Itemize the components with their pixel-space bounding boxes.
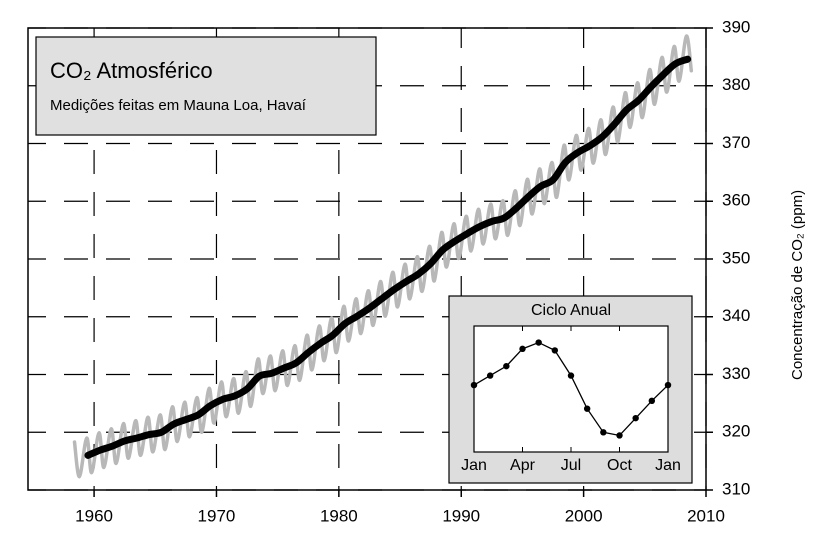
chart-subtitle: Medições feitas em Mauna Loa, Havaí bbox=[50, 97, 307, 114]
x-tick-label: 2000 bbox=[565, 506, 603, 525]
cycle-point bbox=[567, 372, 575, 379]
x-tick-label: Jan bbox=[461, 457, 487, 474]
y-tick-label: 340 bbox=[722, 306, 750, 325]
chart-title: CO₂ Atmosférico bbox=[50, 58, 213, 83]
x-tick-label: Jan bbox=[655, 457, 681, 474]
cycle-point bbox=[551, 347, 559, 354]
cycle-point bbox=[632, 414, 639, 422]
cycle-point bbox=[583, 405, 591, 412]
cycle-point bbox=[503, 362, 510, 370]
y-tick-label: 380 bbox=[722, 75, 750, 94]
cycle-point bbox=[664, 381, 672, 389]
x-tick-label: 1980 bbox=[320, 506, 358, 525]
y-tick-label: 370 bbox=[722, 133, 750, 152]
cycle-point bbox=[470, 381, 478, 389]
cycle-point bbox=[535, 339, 542, 346]
cycle-point bbox=[600, 429, 607, 436]
x-tick-label: Jul bbox=[561, 457, 581, 474]
cycle-point bbox=[519, 345, 526, 353]
x-tick-label: 1990 bbox=[442, 506, 480, 525]
title-box bbox=[35, 36, 377, 136]
inset-plot bbox=[473, 325, 669, 453]
trend-line bbox=[84, 55, 692, 459]
cycle-point bbox=[616, 432, 623, 439]
inset-title: Ciclo Anual bbox=[531, 302, 611, 319]
x-tick-label: Oct bbox=[607, 457, 632, 474]
y-tick-label: 390 bbox=[722, 17, 750, 36]
y-tick-label: 320 bbox=[722, 422, 750, 441]
x-tick-label: 1970 bbox=[198, 506, 236, 525]
x-tick-label: Apr bbox=[510, 457, 536, 474]
cycle-point bbox=[648, 397, 656, 405]
y-tick-label: 360 bbox=[722, 191, 750, 210]
y-tick-label: 330 bbox=[722, 364, 750, 383]
y-tick-label: 350 bbox=[722, 248, 750, 267]
y-axis-label: Concentração de CO₂ (ppm) bbox=[789, 190, 806, 380]
lines bbox=[72, 34, 694, 479]
y-tick-label: 310 bbox=[722, 479, 750, 498]
x-tick-label: 1960 bbox=[75, 506, 113, 525]
x-tick-label: 2010 bbox=[687, 506, 725, 525]
cycle-point bbox=[486, 372, 494, 379]
